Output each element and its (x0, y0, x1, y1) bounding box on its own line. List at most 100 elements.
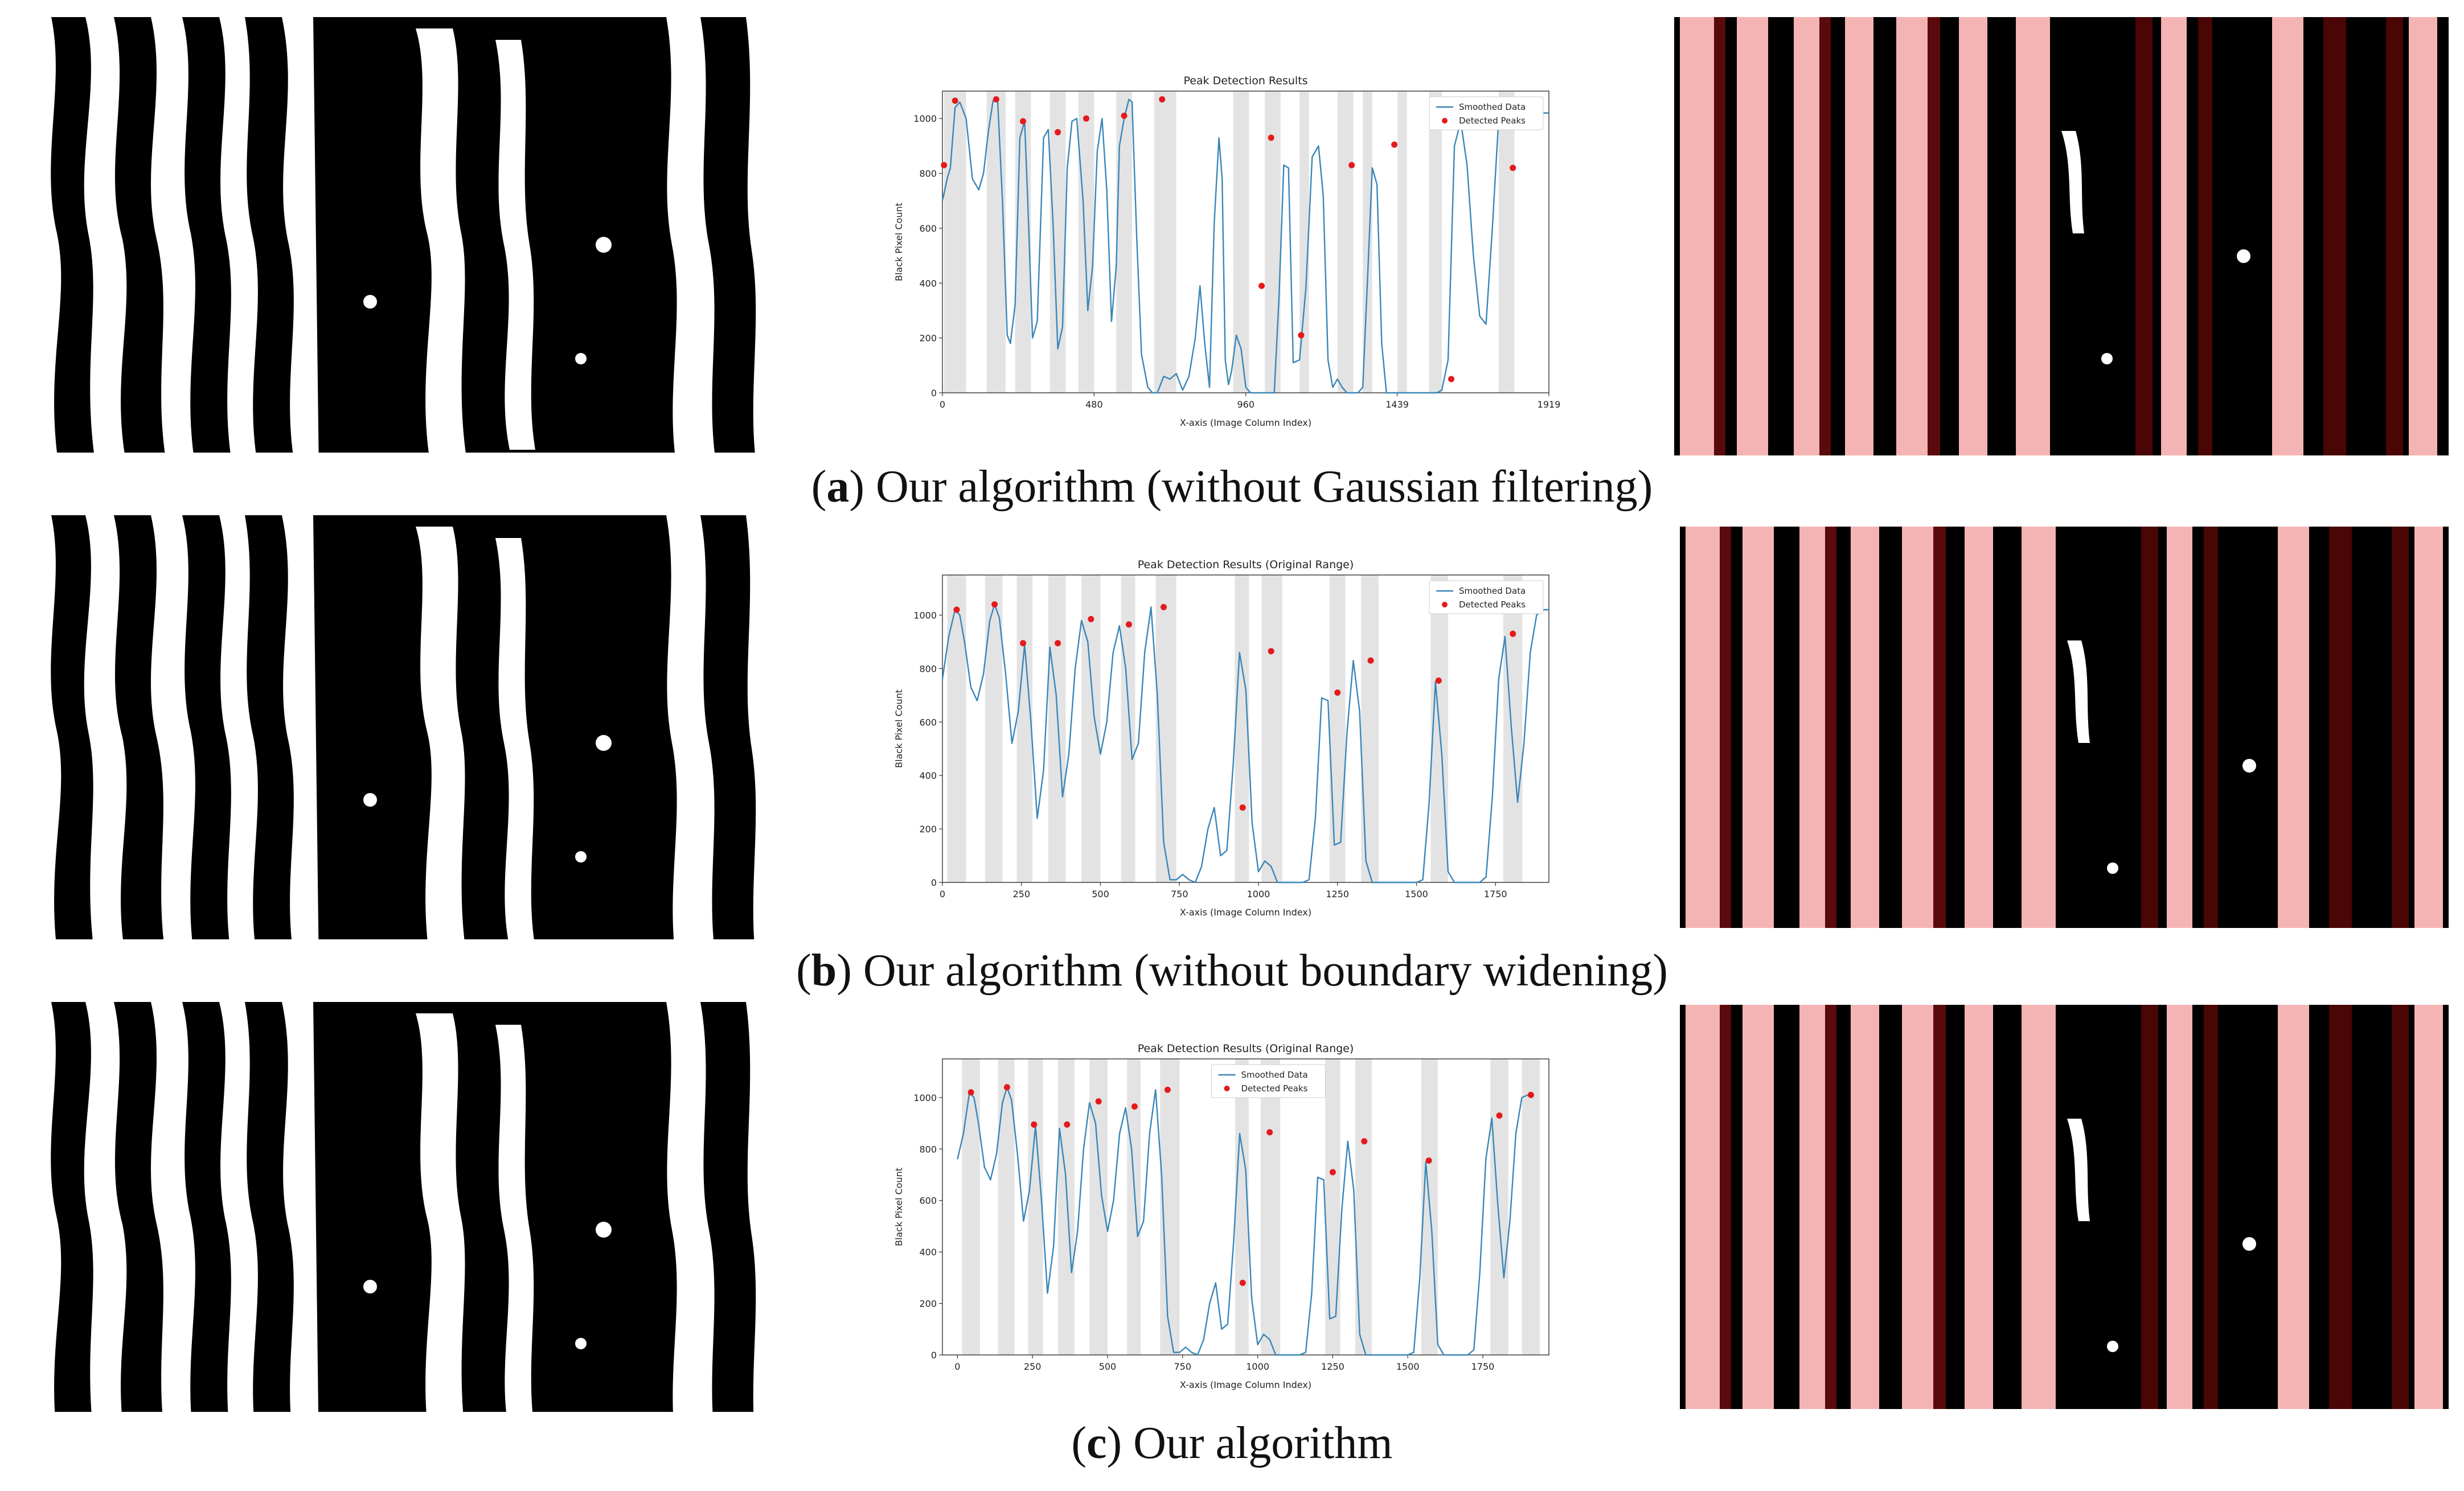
detected-peak-point (1367, 657, 1374, 664)
detected-peak-point (953, 606, 960, 613)
detected-peak-point (1055, 129, 1061, 135)
x-tick-label: 500 (1099, 1361, 1117, 1372)
x-tick-label: 960 (1237, 399, 1255, 410)
legend-box (1211, 1064, 1326, 1098)
detected-peak-point (1348, 162, 1355, 169)
chart-title: Peak Detection Results (Original Range) (1138, 558, 1354, 571)
peak-band (1235, 575, 1249, 882)
peak-band (1089, 1059, 1108, 1355)
peak-band (1363, 91, 1372, 393)
peak-band (947, 575, 966, 882)
x-tick-label: 750 (1171, 889, 1188, 899)
x-tick-label: 0 (954, 1361, 960, 1372)
caption-a: (a) Our algorithm (without Gaussian filt… (811, 462, 1653, 512)
detected-peak-point (1425, 1157, 1432, 1164)
x-tick-label: 250 (1012, 889, 1030, 899)
peak-band (1081, 575, 1101, 882)
peak-band (1522, 1059, 1540, 1355)
x-tick-label: 750 (1174, 1361, 1192, 1372)
peak-band (1397, 91, 1407, 393)
detected-peak-point (1095, 1098, 1102, 1105)
detected-peak-point (1391, 141, 1398, 148)
caption-letter-b: b (811, 946, 837, 996)
y-tick-label: 800 (919, 663, 937, 674)
caption-letter-c: c (1087, 1418, 1107, 1468)
smoothed-data-line (941, 98, 1549, 394)
y-tick-label: 400 (919, 770, 937, 781)
overlay-image-c (1680, 1005, 2449, 1409)
x-tick-label: 1000 (1247, 889, 1270, 899)
detected-peak-point (1121, 112, 1128, 119)
detected-peak-point (1020, 118, 1027, 125)
x-tick-label: 0 (940, 399, 945, 410)
detected-peak-point (1239, 1279, 1246, 1286)
detected-peak-point (1448, 376, 1455, 383)
overlay-image-a (1674, 17, 2449, 455)
peak-band (1325, 1059, 1340, 1355)
x-tick-label: 1919 (1538, 399, 1561, 410)
y-tick-label: 0 (931, 1350, 937, 1361)
x-tick-label: 1500 (1396, 1361, 1420, 1372)
detected-peak-point (1268, 134, 1274, 141)
legend-peak-swatch (1224, 1086, 1230, 1091)
x-tick-label: 1000 (1246, 1361, 1269, 1372)
peak-band (962, 1059, 980, 1355)
legend-label-peaks: Detected Peaks (1459, 116, 1526, 126)
detected-peak-point (967, 1089, 974, 1096)
legend-box (1429, 96, 1544, 130)
chart-svg-c: Peak Detection Results (Original Range) 0… (893, 1042, 1549, 1390)
y-tick-label: 800 (919, 1144, 937, 1155)
detected-peak-point (1083, 115, 1090, 122)
y-tick-label: 200 (919, 1299, 937, 1309)
peak-band (1016, 575, 1033, 882)
y-tick-label: 0 (931, 388, 937, 399)
peak-band (1121, 575, 1135, 882)
y-tick-label: 800 (919, 169, 937, 179)
peak-band (1015, 91, 1031, 393)
detected-peak-point (1527, 1091, 1534, 1098)
detected-peak-point (1298, 332, 1305, 339)
detected-peak-point (1334, 689, 1341, 696)
peak-band (1127, 1059, 1141, 1355)
y-tick-label: 1000 (913, 1092, 937, 1103)
legend-label-peaks: Detected Peaks (1241, 1083, 1308, 1094)
detected-peak-point (1164, 1086, 1171, 1093)
chart-title: Peak Detection Results (1183, 75, 1307, 87)
y-axis-label: Black Pixel Count (893, 203, 904, 281)
caption-text-b: ) Our algorithm (without boundary wideni… (837, 946, 1668, 996)
x-axis-label: X-axis (Image Column Index) (1180, 1379, 1311, 1390)
overlay-image-b (1680, 527, 2449, 928)
peak-chart-b: Peak Detection Results (Original Range) 0… (888, 552, 1555, 922)
detected-peak-point (1020, 640, 1027, 647)
chart-svg-a: Peak Detection Results 0 200 400 600 800 1000 0… (893, 75, 1560, 428)
y-axis-label: Black Pixel Count (893, 1168, 904, 1246)
x-tick-label: 500 (1092, 889, 1109, 899)
x-axis-label: X-axis (Image Column Index) (1180, 417, 1311, 428)
peak-band (1260, 1059, 1281, 1355)
peak-band (986, 91, 1006, 393)
peak-band (944, 91, 966, 393)
peak-band (1337, 91, 1354, 393)
peak-band (1154, 91, 1176, 393)
peak-chart-a: Peak Detection Results 0 200 400 600 800 1000 0… (888, 68, 1560, 433)
legend-label-peaks: Detected Peaks (1459, 599, 1526, 610)
detected-peak-point (1159, 96, 1166, 102)
y-tick-label: 0 (931, 877, 937, 888)
detected-peak-point (1496, 1112, 1503, 1119)
y-tick-label: 200 (919, 824, 937, 835)
plot-frame (942, 574, 1549, 883)
detected-peak-point (1268, 648, 1274, 655)
x-tick-label: 1750 (1484, 889, 1507, 899)
detected-peak-point (1160, 603, 1167, 610)
x-tick-label: 1439 (1385, 399, 1409, 410)
legend-label-smoothed: Smoothed Data (1459, 102, 1526, 112)
x-tick-label: 1250 (1321, 1361, 1344, 1372)
peak-band (1048, 575, 1066, 882)
y-tick-label: 400 (919, 278, 937, 289)
legend-label-smoothed: Smoothed Data (1459, 586, 1526, 596)
caption-text-c: ) Our algorithm (1106, 1418, 1393, 1468)
caption-b: (b) Our algorithm (without boundary wide… (796, 946, 1668, 996)
detected-peak-point (1031, 1121, 1038, 1128)
detected-peak-point (1510, 165, 1516, 171)
x-tick-label: 1250 (1326, 889, 1349, 899)
